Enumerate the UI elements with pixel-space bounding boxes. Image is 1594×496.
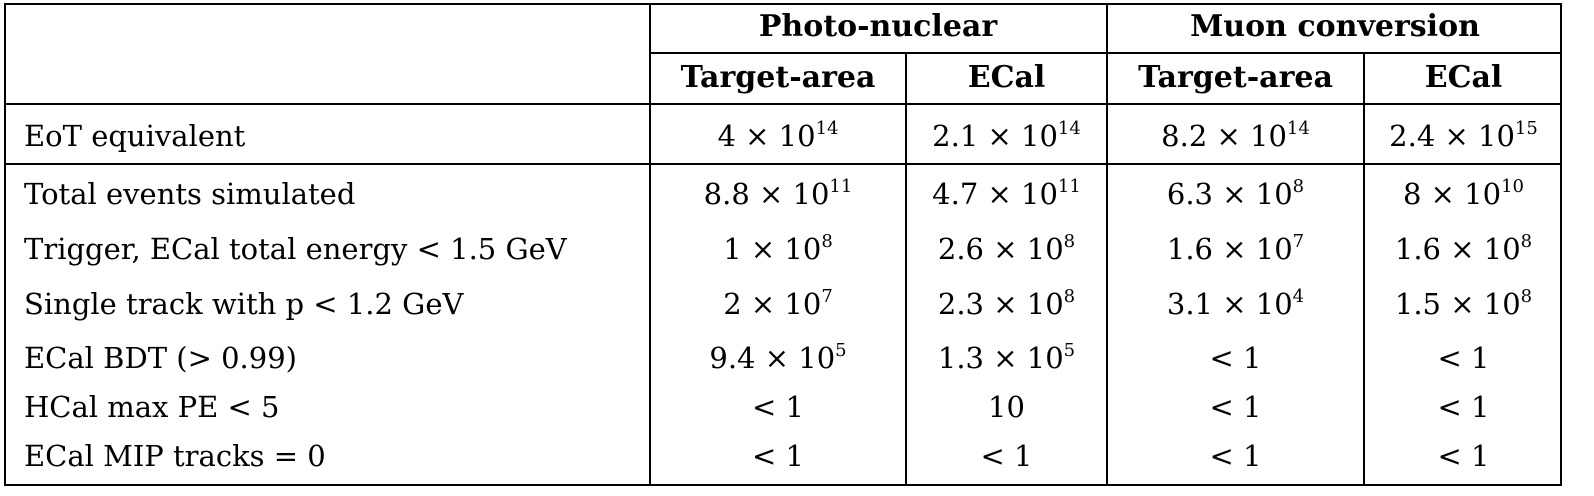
col-divider-3 <box>1106 3 1108 486</box>
sub-header-mc-target: Target-area <box>1138 60 1333 95</box>
cell-value: 8.8 × 10 <box>703 177 830 211</box>
table-cell: 1 × 108 <box>651 231 905 267</box>
cell-value: 9.4 × 10 <box>709 341 836 375</box>
table-cell: < 1 <box>1365 389 1562 425</box>
cell-exponent: 5 <box>1063 340 1076 361</box>
col-divider-1 <box>649 3 651 486</box>
cell-value: < 1 <box>752 390 804 424</box>
table-cell: 4.7 × 1011 <box>907 176 1106 212</box>
row-label: ECal MIP tracks = 0 <box>24 439 326 473</box>
cell-value: 1.6 × 10 <box>1166 232 1293 266</box>
cell-exponent: 4 <box>1292 286 1305 307</box>
table-cell: < 1 <box>1365 340 1562 376</box>
table-cell: < 1 <box>1108 340 1363 376</box>
cell-exponent: 10 <box>1501 176 1524 197</box>
table-cell: 8 × 1010 <box>1365 176 1562 212</box>
cell-exponent: 14 <box>815 118 839 139</box>
cell-exponent: 8 <box>1292 176 1305 197</box>
cell-exponent: 8 <box>821 231 833 252</box>
table-cell: 9.4 × 105 <box>651 340 905 376</box>
results-table <box>4 3 1562 486</box>
cell-value: 2.1 × 10 <box>932 119 1058 153</box>
row-label: Total events simulated <box>24 177 356 211</box>
table-cell: 2.3 × 108 <box>907 286 1106 322</box>
row-label: Trigger, ECal total energy < 1.5 GeV <box>24 232 567 266</box>
table-cell: 2 × 107 <box>651 286 905 322</box>
col-divider-2 <box>905 52 907 486</box>
table-cell: < 1 <box>907 438 1106 474</box>
row-label: ECal BDT (> 0.99) <box>24 341 297 375</box>
cell-value: 2.6 × 10 <box>937 232 1064 266</box>
cell-value: < 1 <box>1437 439 1490 473</box>
cell-value: < 1 <box>1437 390 1490 424</box>
group-header-photo-nuclear: Photo-nuclear <box>758 9 998 44</box>
table-cell: 1.6 × 108 <box>1365 231 1562 267</box>
table-cell: 2.1 × 1014 <box>907 118 1106 154</box>
cell-value: < 1 <box>752 439 804 473</box>
table-cell: 4 × 1014 <box>651 118 905 154</box>
table-cell: < 1 <box>1108 389 1363 425</box>
table-cell: 2.6 × 108 <box>907 231 1106 267</box>
cell-value: 3.1 × 10 <box>1166 287 1293 321</box>
cell-value: 2 × 10 <box>723 287 822 321</box>
cell-exponent: 15 <box>1514 118 1538 139</box>
cell-value: < 1 <box>1437 341 1490 375</box>
cell-exponent: 5 <box>835 340 847 361</box>
cell-value: 4 × 10 <box>717 119 816 153</box>
cell-exponent: 8 <box>1520 286 1533 307</box>
row-label: Single track with p < 1.2 GeV <box>24 287 464 321</box>
sub-header-pn-ecal: ECal <box>967 60 1046 95</box>
cell-exponent: 11 <box>829 176 853 197</box>
table-cell: 1.3 × 105 <box>907 340 1106 376</box>
table-cell: < 1 <box>651 438 905 474</box>
cell-value: < 1 <box>1209 390 1262 424</box>
table-cell: 8.8 × 1011 <box>651 176 905 212</box>
cell-value: 1.3 × 10 <box>937 341 1064 375</box>
cell-value: < 1 <box>1209 341 1262 375</box>
cell-value: 1.6 × 10 <box>1394 232 1521 266</box>
cell-value: 8 × 10 <box>1403 177 1502 211</box>
cell-value: < 1 <box>1209 439 1262 473</box>
cell-value: < 1 <box>980 439 1033 473</box>
sub-header-pn-target: Target-area <box>680 60 876 95</box>
cell-value: 10 <box>988 390 1025 424</box>
cell-exponent: 8 <box>1063 231 1076 252</box>
table-cell: 8.2 × 1014 <box>1108 118 1363 154</box>
table-cell: < 1 <box>1108 438 1363 474</box>
cell-value: 4.7 × 10 <box>932 177 1058 211</box>
table-cell: < 1 <box>651 389 905 425</box>
cell-value: 1.5 × 10 <box>1394 287 1521 321</box>
cell-exponent: 8 <box>1063 286 1076 307</box>
rule-after-eot <box>4 163 1562 165</box>
row-label: EoT equivalent <box>24 119 246 153</box>
cell-value: 8.2 × 10 <box>1161 119 1287 153</box>
cell-value: 2.4 × 10 <box>1389 119 1515 153</box>
cell-value: 1 × 10 <box>723 232 822 266</box>
cell-exponent: 7 <box>821 286 833 307</box>
row-label: HCal max PE < 5 <box>24 390 280 424</box>
rule-header-bottom <box>4 103 1562 105</box>
sub-header-mc-ecal: ECal <box>1424 60 1503 95</box>
table-cell: 1.6 × 107 <box>1108 231 1363 267</box>
cell-value: 2.3 × 10 <box>937 287 1064 321</box>
cell-exponent: 8 <box>1520 231 1533 252</box>
cell-exponent: 11 <box>1057 176 1081 197</box>
cell-exponent: 14 <box>1286 118 1310 139</box>
table-cell: 2.4 × 1015 <box>1365 118 1562 154</box>
table-cell: < 1 <box>1365 438 1562 474</box>
cell-value: 6.3 × 10 <box>1166 177 1293 211</box>
cell-exponent: 7 <box>1292 231 1305 252</box>
table-cell: 3.1 × 104 <box>1108 286 1363 322</box>
table-cell: 1.5 × 108 <box>1365 286 1562 322</box>
col-divider-4 <box>1363 52 1365 486</box>
table-cell: 10 <box>907 389 1106 425</box>
group-header-muon-conversion: Muon conversion <box>1190 9 1480 44</box>
table-cell: 6.3 × 108 <box>1108 176 1363 212</box>
cell-exponent: 14 <box>1057 118 1081 139</box>
